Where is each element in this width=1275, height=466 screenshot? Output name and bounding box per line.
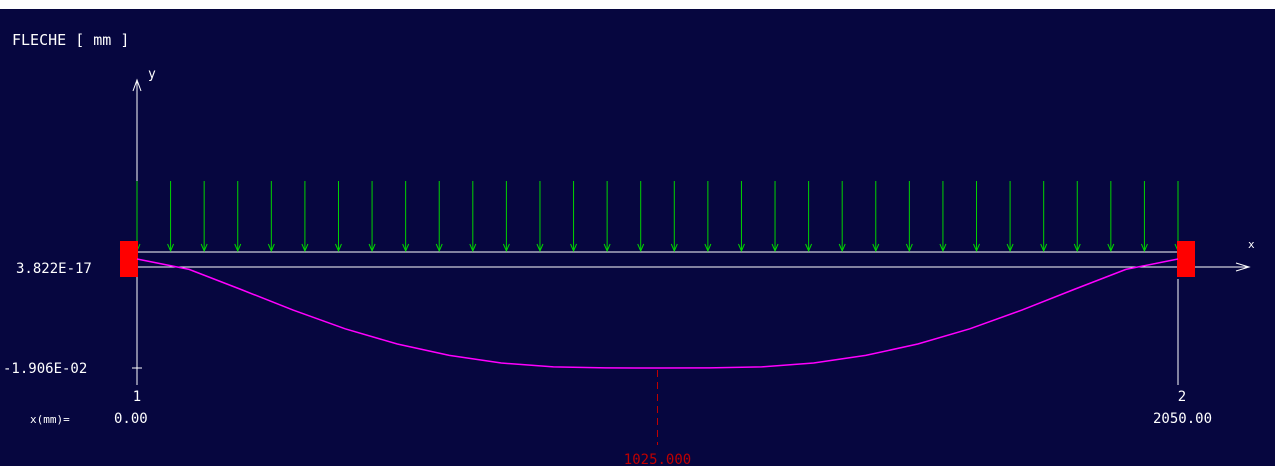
load-arrow xyxy=(838,181,846,253)
max-deflection-x-label: 1025.000 xyxy=(624,452,691,466)
load-arrow xyxy=(570,181,578,253)
x-axis-label: x xyxy=(1248,238,1255,251)
load-arrow xyxy=(737,181,745,253)
y-axis-label: y xyxy=(148,67,156,82)
load-arrow xyxy=(872,181,880,253)
y-tick-label-top: 3.822E-17 xyxy=(16,261,92,277)
y-axis-arrowhead xyxy=(132,78,142,92)
load-arrow xyxy=(167,181,175,253)
plot-area: FLECHE [ mm ] y x 1025.000 xyxy=(0,9,1275,466)
distributed-load xyxy=(133,181,1182,253)
node-2-id: 2 xyxy=(1178,389,1186,405)
load-arrow xyxy=(704,181,712,253)
chart-title: FLECHE [ mm ] xyxy=(12,31,129,49)
load-arrow xyxy=(301,181,309,253)
support-left xyxy=(120,241,138,277)
load-arrow xyxy=(637,181,645,253)
load-arrow xyxy=(502,181,510,253)
x-axis-arrowhead xyxy=(1235,262,1251,272)
load-arrow xyxy=(603,181,611,253)
load-arrow xyxy=(670,181,678,253)
load-arrow xyxy=(1174,181,1182,253)
load-arrow xyxy=(939,181,947,253)
load-arrow xyxy=(234,181,242,253)
load-arrow xyxy=(905,181,913,253)
support-right xyxy=(1177,241,1195,277)
load-arrow xyxy=(435,181,443,253)
load-arrow xyxy=(1140,181,1148,253)
load-arrow xyxy=(771,181,779,253)
load-arrow xyxy=(1040,181,1048,253)
load-arrow xyxy=(469,181,477,253)
load-arrow xyxy=(200,181,208,253)
deflection-chart: FLECHE [ mm ] y x 1025.000 xyxy=(3,31,1255,466)
load-arrow xyxy=(1006,181,1014,253)
deflection-curve xyxy=(136,258,1179,369)
load-arrow xyxy=(805,181,813,253)
load-arrow xyxy=(536,181,544,253)
node-1-x-label: 0.00 xyxy=(114,411,148,427)
y-tick-label-min: -1.906E-02 xyxy=(3,361,87,377)
x-caption: x(mm)= xyxy=(30,413,70,426)
load-arrow xyxy=(133,181,141,253)
load-arrow xyxy=(1107,181,1115,253)
load-arrow xyxy=(402,181,410,253)
node-2-x-label: 2050.00 xyxy=(1153,411,1212,427)
load-arrow xyxy=(267,181,275,253)
load-arrow xyxy=(368,181,376,253)
load-arrow xyxy=(1073,181,1081,253)
load-arrow xyxy=(335,181,342,253)
load-arrow xyxy=(973,181,980,253)
node-1-id: 1 xyxy=(133,389,141,405)
